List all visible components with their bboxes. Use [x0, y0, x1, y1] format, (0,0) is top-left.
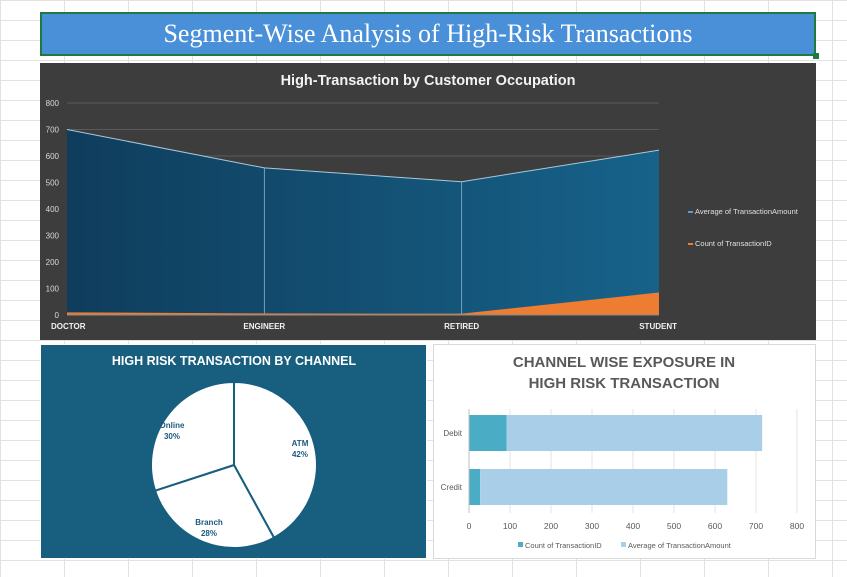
pie-slice — [153, 463, 276, 549]
x-tick-label: 400 — [626, 521, 640, 531]
x-tick-label: 100 — [503, 521, 517, 531]
channel-pie-chart[interactable]: HIGH RISK TRANSACTION BY CHANNEL ATM 42% Br… — [40, 344, 427, 559]
channel-exposure-bar-chart[interactable]: CHANNEL WISE EXPOSURE IN HIGH RISK TRANSA… — [433, 344, 816, 559]
pie-slice-label: Branch — [195, 518, 223, 527]
series-area-count — [67, 292, 659, 315]
pie-slice-pct: 28% — [201, 529, 217, 538]
y-tick-label: 800 — [46, 99, 60, 108]
y-tick-label: 600 — [46, 152, 60, 161]
x-category-label: RETIRED — [444, 322, 479, 331]
legend-swatch — [518, 542, 523, 547]
bar-segment — [469, 469, 481, 505]
y-tick-label: 100 — [46, 285, 60, 294]
bar-segment — [506, 415, 763, 451]
series-line-average-amount — [66, 129, 660, 183]
area-chart-title: High-Transaction by Customer Occupation — [281, 73, 576, 89]
y-tick-label: 300 — [46, 232, 60, 241]
pie-slice-pct: 30% — [164, 432, 180, 441]
pie-slice-label: ATM — [292, 439, 309, 448]
x-category-label: DOCTOR — [51, 322, 86, 331]
legend-label: Average of TransactionAmount — [628, 541, 732, 550]
y-tick-label: 0 — [55, 311, 60, 320]
pie-slice — [150, 380, 235, 492]
pie-chart-title: HIGH RISK TRANSACTION BY CHANNEL — [112, 354, 357, 368]
x-category-label: STUDENT — [639, 322, 677, 331]
y-category-label: Debit — [443, 429, 462, 438]
x-tick-label: 800 — [790, 521, 804, 531]
x-tick-label: 600 — [708, 521, 722, 531]
legend-swatch — [688, 243, 693, 245]
legend-swatch — [688, 211, 693, 213]
pie-slice — [233, 380, 318, 540]
legend-label: Average of TransactionAmount — [695, 207, 799, 216]
legend-label: Count of TransactionID — [695, 239, 772, 248]
bar-segment — [480, 469, 728, 505]
occupation-area-chart[interactable]: High-Transaction by Customer Occupation 0… — [40, 63, 816, 340]
bar-chart-title-line1: CHANNEL WISE EXPOSURE IN — [513, 354, 735, 371]
bar-segment — [469, 415, 507, 451]
x-tick-label: 0 — [467, 521, 472, 531]
y-tick-label: 700 — [46, 126, 60, 135]
bar-chart-title-line2: HIGH RISK TRANSACTION — [529, 375, 720, 392]
pie-slice-pct: 42% — [292, 450, 308, 459]
x-tick-label: 500 — [667, 521, 681, 531]
pie-chart-svg: HIGH RISK TRANSACTION BY CHANNEL ATM 42% Br… — [112, 354, 357, 549]
bar-chart-svg: CHANNEL WISE EXPOSURE IN HIGH RISK TRANSA… — [441, 354, 805, 550]
pie-slice-label: Online — [160, 421, 185, 430]
x-tick-label: 200 — [544, 521, 558, 531]
x-category-label: ENGINEER — [243, 322, 285, 331]
area-chart-svg: High-Transaction by Customer Occupation 0… — [46, 73, 799, 331]
x-tick-label: 700 — [749, 521, 763, 531]
resize-handle[interactable] — [813, 53, 819, 59]
series-area-average-amount — [67, 129, 659, 315]
page-title-box[interactable]: Segment-Wise Analysis of High-Risk Trans… — [40, 12, 816, 56]
page-title: Segment-Wise Analysis of High-Risk Trans… — [163, 19, 693, 48]
y-tick-label: 500 — [46, 179, 60, 188]
y-tick-label: 200 — [46, 258, 60, 267]
x-tick-label: 300 — [585, 521, 599, 531]
y-tick-label: 400 — [46, 205, 60, 214]
legend-swatch — [621, 542, 626, 547]
y-category-label: Credit — [441, 483, 463, 492]
legend-label: Count of TransactionID — [525, 541, 602, 550]
